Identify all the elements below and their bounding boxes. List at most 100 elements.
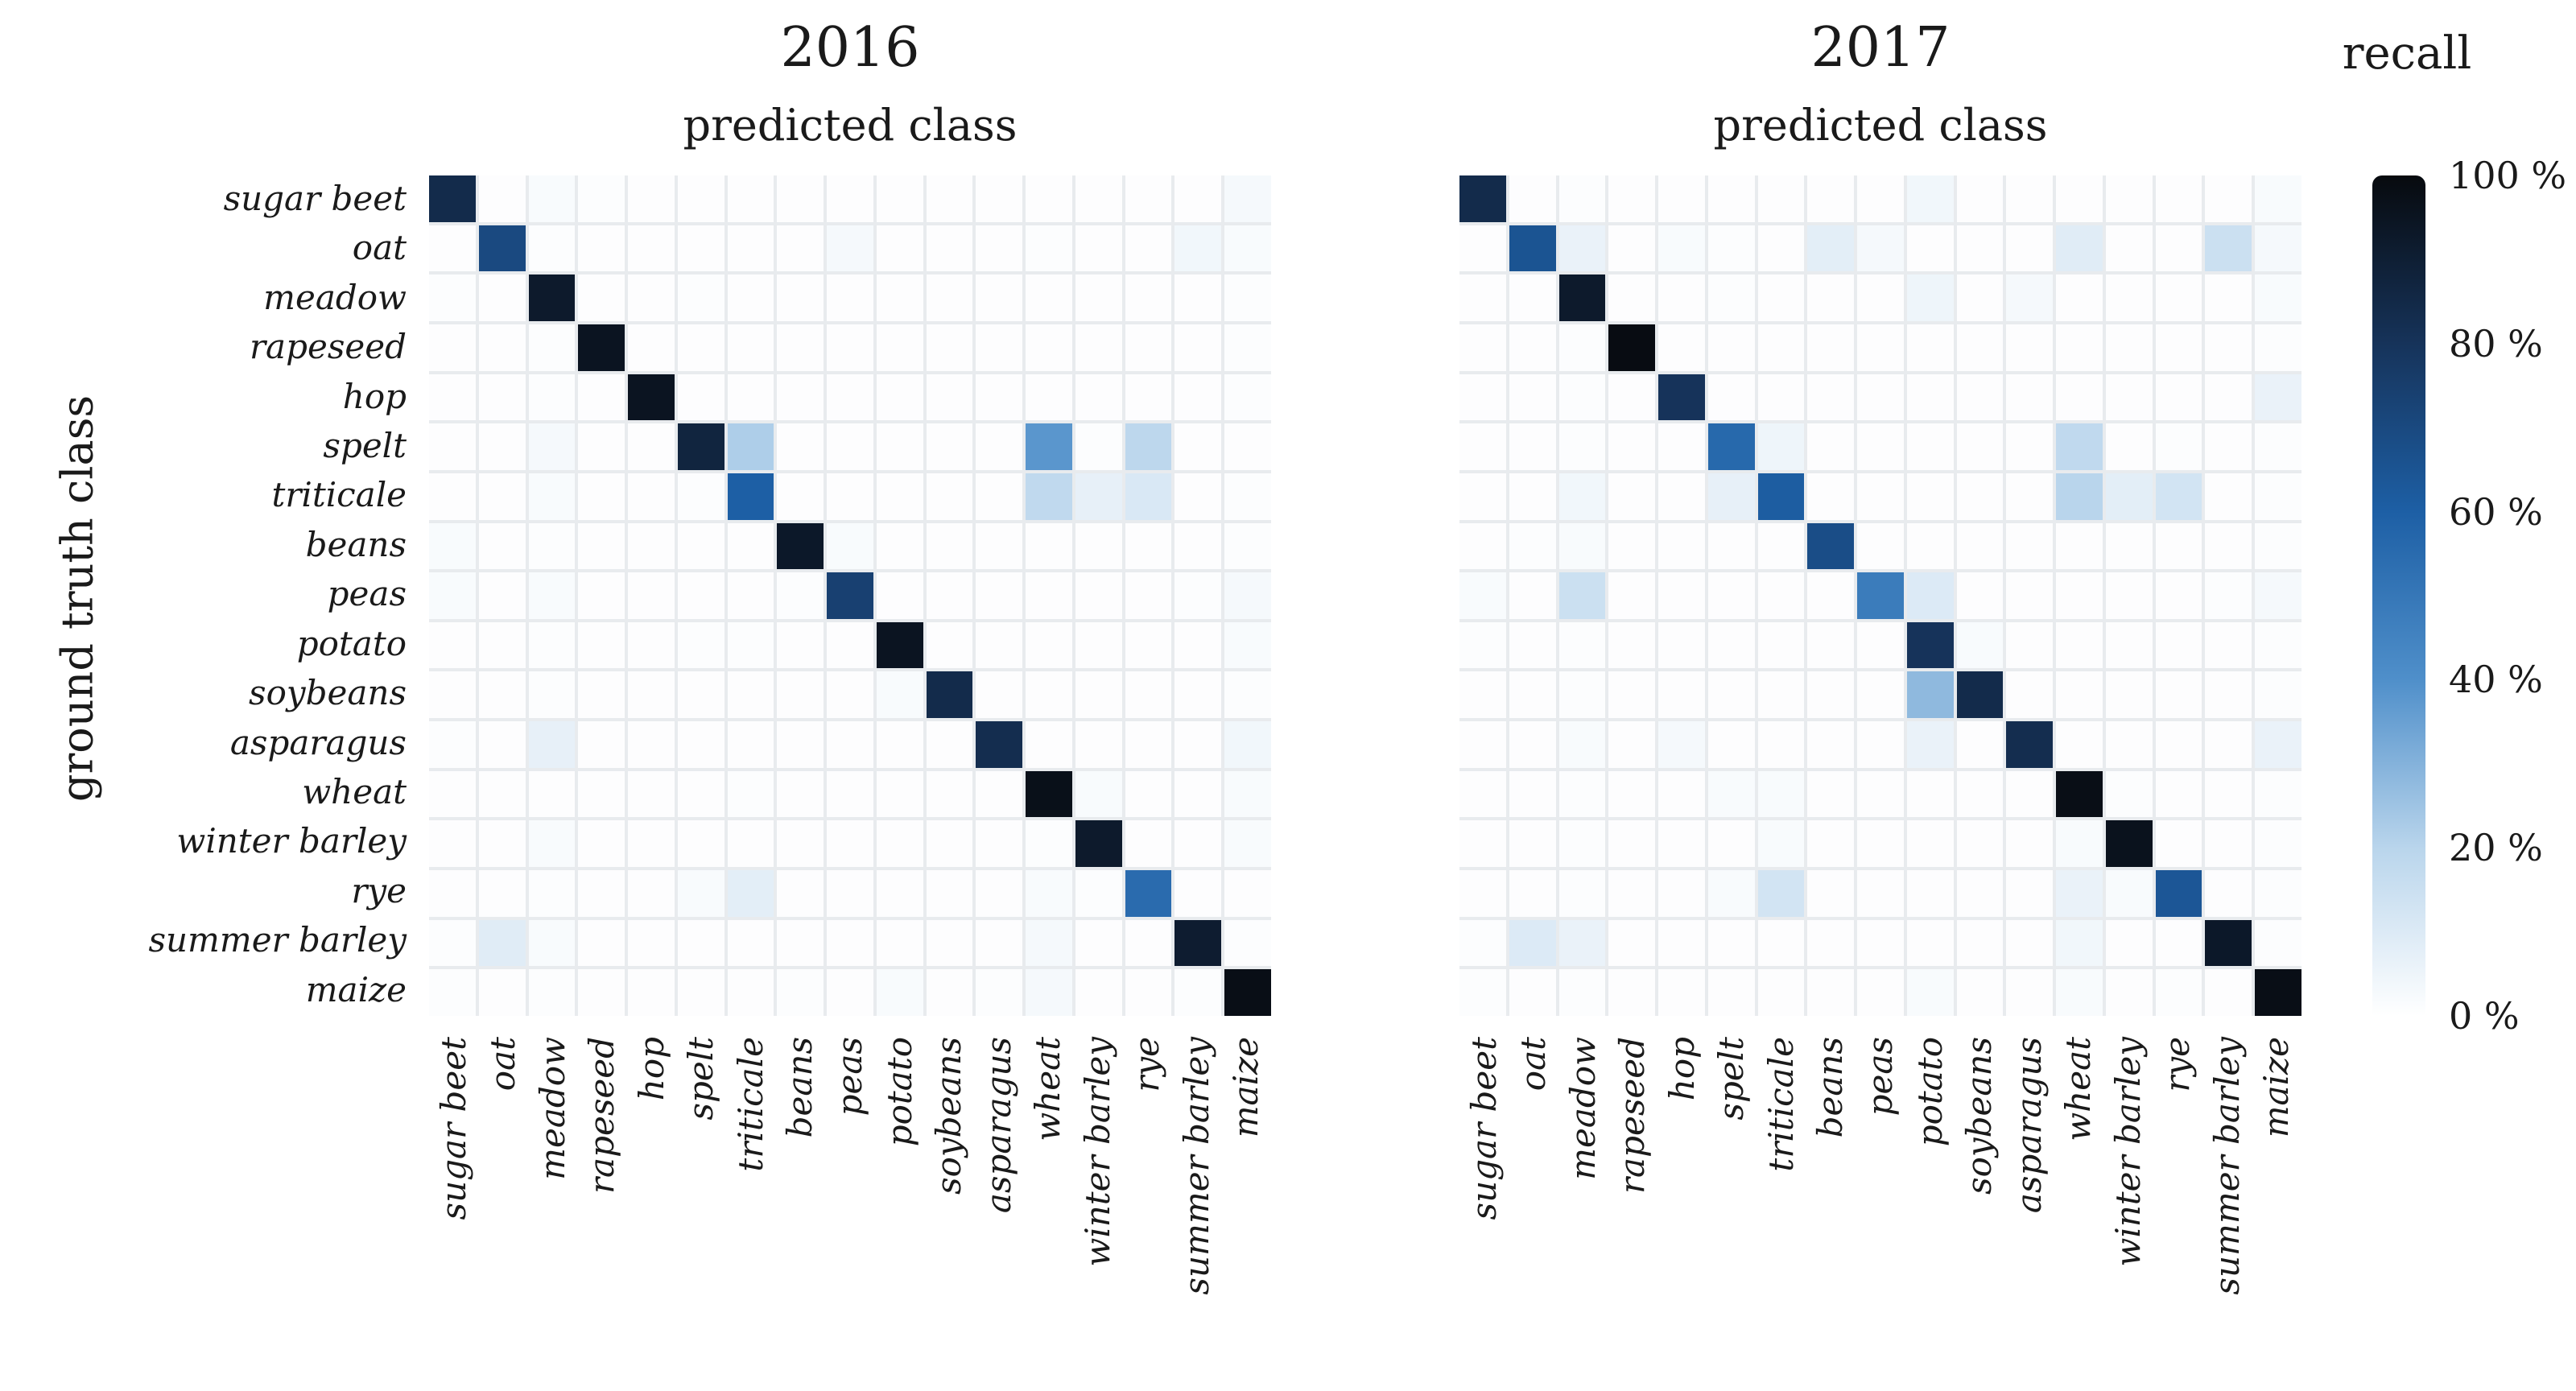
colorbar-title: recall [2342,27,2472,80]
cell-2016-r10-c5 [677,671,724,719]
y-tick-soybeans: soybeans [249,673,407,713]
x-tick-2017-potato: potato [1910,1037,1950,1147]
cell-2017-r5-c9 [1906,423,1954,470]
cell-2017-r3-c11 [2006,324,2054,371]
cell-2017-r3-c15 [2205,324,2252,371]
cell-2017-r10-c3 [1608,671,1656,719]
cell-2016-r12-c16 [1224,770,1271,818]
cell-2017-r2-c9 [1906,274,1954,321]
cell-2016-r12-c10 [926,770,973,818]
cell-2016-r7-c7 [777,522,824,570]
cell-2017-r16-c1 [1509,969,1556,1016]
cell-2016-r14-c10 [926,870,973,917]
x-tick-2016-rapeseed: rapeseed [582,1037,621,1195]
x-tick-2017-meadow: meadow [1563,1037,1603,1180]
x-tick-2016-wheat: wheat [1028,1037,1067,1141]
cell-2017-r5-c10 [1956,423,2004,470]
y-tick-hop: hop [342,376,407,416]
x-tick-2016-oat: oat [483,1037,522,1092]
cell-2016-r16-c8 [827,969,873,1016]
cell-2016-r5-c11 [976,423,1023,470]
cell-2017-r15-c8 [1857,919,1904,967]
cell-2016-r12-c14 [1125,770,1172,818]
cell-2016-r9-c3 [578,621,625,669]
cell-2017-r5-c13 [2105,423,2153,470]
cell-2016-r10-c1 [478,671,526,719]
cell-2016-r6-c7 [777,473,824,520]
x-tick-2017-triticale: triticale [1761,1037,1801,1172]
cell-2017-r2-c0 [1459,274,1506,321]
cell-2016-r1-c15 [1174,225,1222,272]
cell-2016-r7-c2 [528,522,576,570]
cell-2017-r13-c2 [1558,820,1606,868]
cell-2016-r16-c5 [677,969,724,1016]
cell-2017-r6-c7 [1807,473,1855,520]
cell-2016-r11-c3 [578,721,625,768]
cell-2017-r15-c6 [1757,919,1805,967]
y-tick-sugar-beet: sugar beet [223,179,407,218]
cell-2016-r15-c15 [1174,919,1222,967]
cell-2017-r14-c0 [1459,870,1506,917]
cell-2017-r4-c16 [2255,374,2301,421]
cell-2017-r14-c2 [1558,870,1606,917]
cell-2017-r3-c3 [1608,324,1656,371]
cell-2016-r14-c0 [429,870,476,917]
cell-2016-r1-c4 [628,225,675,272]
cell-2017-r4-c11 [2006,374,2054,421]
cell-2017-r11-c1 [1509,721,1556,768]
cell-2016-r12-c6 [727,770,774,818]
cell-2016-r13-c9 [876,820,923,868]
cell-2016-r4-c4 [628,374,675,421]
cell-2017-r11-c16 [2255,721,2301,768]
cell-2017-r13-c0 [1459,820,1506,868]
cell-2017-r5-c6 [1757,423,1805,470]
cell-2017-r0-c10 [1956,175,2004,222]
cell-2016-r6-c11 [976,473,1023,520]
cell-2016-r4-c7 [777,374,824,421]
cell-2017-r4-c8 [1857,374,1904,421]
cell-2017-r0-c1 [1509,175,1556,222]
cell-2017-r2-c2 [1558,274,1606,321]
cell-2017-r14-c9 [1906,870,1954,917]
cell-2016-r8-c9 [876,572,923,619]
cell-2017-r13-c12 [2056,820,2103,868]
x-tick-2017-wheat: wheat [2058,1037,2098,1141]
cell-2016-r8-c12 [1026,572,1072,619]
cell-2017-r6-c4 [1658,473,1705,520]
cell-2017-r16-c14 [2155,969,2202,1016]
cell-2017-r11-c7 [1807,721,1855,768]
cell-2016-r12-c11 [976,770,1023,818]
cell-2017-r12-c6 [1757,770,1805,818]
cell-2017-r13-c14 [2155,820,2202,868]
cell-2017-r12-c13 [2105,770,2153,818]
cell-2016-r5-c10 [926,423,973,470]
cell-2017-r6-c16 [2255,473,2301,520]
cell-2016-r8-c13 [1075,572,1122,619]
cell-2016-r4-c9 [876,374,923,421]
cell-2016-r10-c16 [1224,671,1271,719]
cell-2016-r9-c5 [677,621,724,669]
cell-2017-r4-c0 [1459,374,1506,421]
cell-2016-r4-c5 [677,374,724,421]
cell-2016-r9-c1 [478,621,526,669]
cell-2016-r9-c14 [1125,621,1172,669]
cell-2016-r14-c12 [1026,870,1072,917]
cell-2016-r13-c7 [777,820,824,868]
x-tick-2017-oat: oat [1513,1037,1553,1092]
cell-2017-r2-c8 [1857,274,1904,321]
cell-2017-r8-c4 [1658,572,1705,619]
cell-2017-r8-c11 [2006,572,2054,619]
cell-2016-r1-c10 [926,225,973,272]
cell-2016-r3-c16 [1224,324,1271,371]
colorbar-tick-0: 0 % [2449,994,2520,1038]
x-tick-2017-winter-barley: winter barley [2108,1037,2148,1267]
cell-2016-r2-c12 [1026,274,1072,321]
cell-2017-r3-c9 [1906,324,1954,371]
x-tick-2017-summer-barley: summer barley [2207,1037,2247,1295]
cell-2016-r8-c7 [777,572,824,619]
cell-2016-r12-c13 [1075,770,1122,818]
cell-2017-r7-c6 [1757,522,1805,570]
cell-2017-r7-c9 [1906,522,1954,570]
cell-2016-r3-c6 [727,324,774,371]
cell-2017-r13-c7 [1807,820,1855,868]
